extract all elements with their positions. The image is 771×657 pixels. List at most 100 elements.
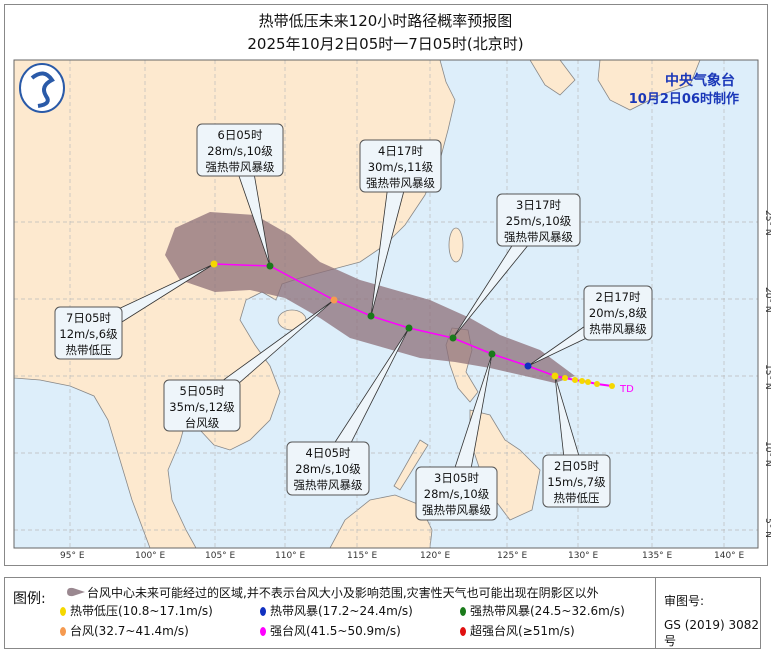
approval-label: 审图号: bbox=[664, 594, 705, 608]
callout-time: 7日05时 bbox=[66, 311, 111, 325]
callout-grade: 强热带风暴级 bbox=[504, 230, 573, 244]
callout-box bbox=[542, 454, 611, 508]
legend-item: 强热带风暴(24.5~32.6m/s) bbox=[460, 602, 625, 619]
callout-wind: 28m/s,10级 bbox=[424, 487, 490, 501]
lat-label: 25° N bbox=[763, 210, 771, 236]
forecast-point-marker[interactable] bbox=[210, 260, 218, 268]
callout-time: 2日05时 bbox=[554, 459, 599, 473]
lon-label: 120° E bbox=[420, 551, 451, 561]
callout-box bbox=[163, 379, 241, 432]
storm-category-icon bbox=[60, 607, 66, 616]
callout-wind: 28m/s,10级 bbox=[207, 144, 273, 158]
callout-grade: 强热带风暴级 bbox=[366, 176, 435, 190]
approval-box: 审图号: GS (2019) 3082号 bbox=[655, 578, 761, 648]
approval-number: GS (2019) 3082号 bbox=[664, 618, 759, 648]
callout-time: 5日05时 bbox=[180, 384, 225, 398]
past-position-dot bbox=[562, 375, 568, 381]
lon-label: 125° E bbox=[497, 551, 528, 561]
cone-swatch-icon bbox=[67, 587, 85, 597]
callout-box bbox=[286, 441, 370, 496]
storm-category-icon bbox=[260, 627, 266, 636]
forecast-point-marker[interactable] bbox=[266, 262, 274, 270]
forecast-point-marker[interactable] bbox=[524, 362, 532, 370]
legend: 图例: 台风中心未来可能经过的区域,并不表示台风大小及影响范围,灾害性天气也可能… bbox=[4, 577, 761, 649]
callout-box bbox=[359, 139, 442, 193]
forecast-point-marker[interactable] bbox=[405, 324, 413, 332]
korea-japan bbox=[529, 60, 701, 111]
page-subtitle: 2025年10月2日05时一7日05时(北京时) bbox=[247, 35, 524, 53]
past-position-dot bbox=[585, 379, 591, 385]
callout-wind: 30m/s,11级 bbox=[368, 160, 434, 174]
forecast-point-marker[interactable] bbox=[449, 334, 457, 342]
lat-label: 20° N bbox=[763, 287, 771, 313]
callout-wind: 20m/s,8级 bbox=[589, 306, 648, 320]
legend-item: 台风(32.7~41.4m/s) bbox=[60, 622, 189, 639]
lat-label: 10° N bbox=[763, 441, 771, 467]
past-position-dot bbox=[579, 378, 585, 384]
callout-grade: 强热带风暴级 bbox=[422, 503, 491, 517]
forecast-points bbox=[210, 260, 559, 380]
lon-label: 100° E bbox=[135, 551, 166, 561]
chart-frame bbox=[4, 4, 768, 566]
lon-label: 105° E bbox=[205, 551, 236, 561]
storm-category-icon bbox=[260, 607, 266, 616]
callout-wind: 15m/s,7级 bbox=[547, 475, 606, 489]
lon-label: 130° E bbox=[568, 551, 599, 561]
lat-label: 5° N bbox=[763, 518, 771, 538]
past-position-dot bbox=[609, 383, 615, 389]
callouts: 2日05时15m/s,7级热带低压2日17时20m/s,8级热带风暴级3日05时… bbox=[54, 123, 653, 521]
callout-grade: 强热带风暴级 bbox=[294, 478, 363, 492]
past-positions bbox=[562, 375, 615, 389]
callout-box bbox=[54, 306, 123, 360]
callout-grade: 强热带风暴级 bbox=[206, 160, 275, 174]
legend-item: 超强台风(≥51m/s) bbox=[460, 622, 575, 639]
taiwan bbox=[448, 227, 464, 263]
callout-time: 2日17时 bbox=[596, 290, 641, 304]
legend-item: 热带低压(10.8~17.1m/s) bbox=[60, 602, 213, 619]
lon-label: 95° E bbox=[60, 551, 85, 561]
forecast-point-marker[interactable] bbox=[367, 312, 375, 320]
storm-category-icon bbox=[460, 627, 466, 636]
palawan bbox=[393, 439, 429, 491]
lon-label: 110° E bbox=[275, 551, 306, 561]
legend-label: 图例: bbox=[13, 591, 46, 607]
callout-wind: 28m/s,10级 bbox=[295, 462, 361, 476]
callout-time: 6日05时 bbox=[218, 128, 263, 142]
forecast-point-marker[interactable] bbox=[488, 350, 496, 358]
callout-time: 3日05时 bbox=[434, 471, 479, 485]
callout-time: 3日17时 bbox=[516, 198, 561, 212]
callout-grade: 热带低压 bbox=[66, 343, 112, 357]
current-label: TD bbox=[619, 384, 634, 395]
forecast-point-marker[interactable] bbox=[551, 372, 559, 380]
callout-box bbox=[583, 285, 653, 341]
legend-item: 热带风暴(17.2~24.4m/s) bbox=[260, 602, 413, 619]
callout-wind: 25m/s,10级 bbox=[506, 214, 572, 228]
track-map: 2日05时15m/s,7级热带低压2日17时20m/s,8级热带风暴级3日05时… bbox=[13, 59, 771, 561]
callout-grade: 热带低压 bbox=[554, 491, 600, 505]
philippines-south bbox=[469, 409, 541, 521]
map-border bbox=[13, 59, 759, 549]
past-position-dot bbox=[594, 381, 600, 387]
lon-label: 140° E bbox=[714, 551, 745, 561]
lon-label: 135° E bbox=[642, 551, 673, 561]
callout-grade: 台风级 bbox=[185, 416, 220, 430]
callout-box bbox=[196, 123, 284, 177]
callout-time: 4日05时 bbox=[306, 446, 351, 460]
legend-item: 强台风(41.5~50.9m/s) bbox=[260, 622, 401, 639]
storm-category-icon bbox=[60, 627, 66, 636]
axis-labels: 95° E 100° E 105° E 110° E 115° E 120° E 125° … bbox=[60, 210, 771, 561]
forecast-point-marker[interactable] bbox=[330, 296, 338, 304]
mainland-asia bbox=[14, 60, 456, 548]
callout-wind: 35m/s,12级 bbox=[169, 400, 235, 414]
lon-label: 115° E bbox=[347, 551, 378, 561]
legend-cone-note: 台风中心未来可能经过的区域,并不表示台风大小及影响范围,灾害性天气也可能出现在阴… bbox=[65, 584, 599, 601]
